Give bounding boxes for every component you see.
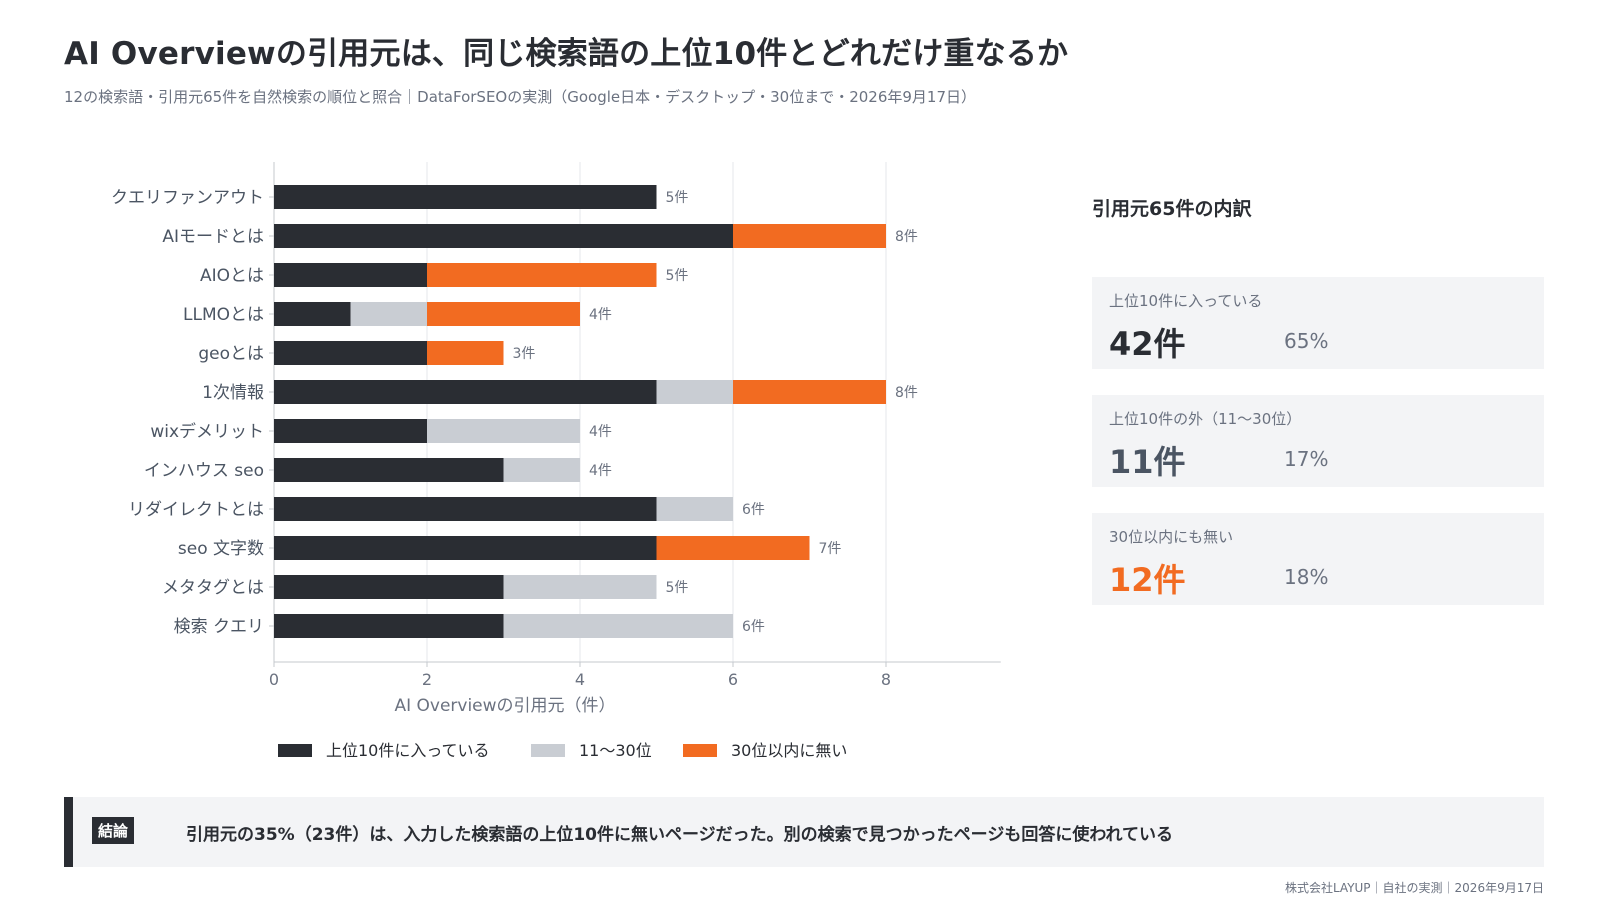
- conclusion-box: 結論 引用元の35%（23件）は、入力した検索語の上位10件に無いページだった。…: [64, 797, 1544, 867]
- bar-total-label: 4件: [589, 463, 612, 479]
- bar-segment: [656, 380, 733, 404]
- x-tick-label: 8: [881, 670, 891, 689]
- bar-segment: [274, 497, 657, 521]
- category-label: クエリファンアウト: [111, 188, 264, 208]
- category-label: seo 文字数: [178, 539, 264, 559]
- card-not-in-30: 30位以内にも無い 12件 18%: [1092, 513, 1544, 605]
- category-label: geoとは: [198, 344, 264, 364]
- bar-total-label: 3件: [513, 346, 536, 362]
- bar-total-label: 5件: [666, 190, 689, 206]
- bar-segment: [274, 419, 427, 443]
- bar-segment: [733, 224, 886, 248]
- bar-segment: [274, 224, 733, 248]
- category-label: リダイレクトとは: [128, 500, 264, 520]
- bar-total-label: 6件: [742, 619, 765, 635]
- bar-total-label: 4件: [589, 424, 612, 440]
- bar-total-label: 6件: [742, 502, 765, 518]
- category-label: インハウス seo: [144, 461, 264, 481]
- bar-segment: [733, 380, 886, 404]
- bar-total-label: 8件: [895, 385, 918, 401]
- bar-segment: [274, 341, 427, 365]
- footer-credit: 株式会社LAYUP｜自社の実測｜2026年9月17日: [1284, 881, 1544, 895]
- conclusion-badge: 結論: [92, 817, 135, 844]
- bar-segment: [427, 341, 504, 365]
- x-tick-label: 4: [575, 670, 585, 689]
- stacked-bar-chart: クエリファンアウト 5件 AIモードとは 8件 AIOとは 5件 LLMOとは 4件 geoとは…: [111, 162, 1001, 760]
- legend-label: 上位10件に入っている: [326, 741, 490, 760]
- bar-segment: [656, 497, 733, 521]
- bar-segment: [274, 263, 427, 287]
- card-rank-11-30: 上位10件の外（11〜30位） 11件 17%: [1092, 395, 1544, 487]
- bar-segment: [274, 458, 504, 482]
- bar-total-label: 4件: [589, 307, 612, 323]
- category-label: 検索 クエリ: [174, 617, 264, 637]
- x-tick-label: 0: [269, 670, 279, 689]
- card-top10-label: 上位10件に入っている: [1109, 292, 1263, 310]
- bar-total-label: 5件: [666, 580, 689, 596]
- bar-segment: [503, 575, 657, 599]
- bar-segment: [656, 536, 810, 560]
- card-rank-11-30-pct: 17%: [1284, 447, 1329, 471]
- bar-segment: [274, 302, 351, 326]
- bar-segment: [274, 185, 657, 209]
- card-top10-pct: 65%: [1284, 329, 1329, 353]
- bar-segment: [427, 263, 657, 287]
- legend-swatch: [278, 744, 312, 757]
- legend-label: 11〜30位: [579, 741, 652, 760]
- legend-swatch: [531, 744, 565, 757]
- card-not-in-30-count: 12件: [1109, 561, 1186, 599]
- bar-segment: [274, 536, 657, 560]
- bar-total-label: 8件: [895, 229, 918, 245]
- x-axis-label: AI Overviewの引用元（件）: [394, 696, 615, 716]
- bar-segment: [503, 458, 580, 482]
- category-label: メタタグとは: [162, 578, 264, 598]
- page-subtitle: 12の検索語・引用元65件を自然検索の順位と照合｜DataForSEOの実測（G…: [64, 88, 977, 106]
- card-rank-11-30-count: 11件: [1109, 443, 1186, 481]
- category-label: LLMOとは: [183, 305, 264, 325]
- x-tick-label: 6: [728, 670, 738, 689]
- card-top10-count: 42件: [1109, 325, 1186, 363]
- bar-segment: [503, 614, 733, 638]
- bar-segment: [274, 614, 504, 638]
- card-top10: 上位10件に入っている 42件 65%: [1092, 277, 1544, 369]
- card-rank-11-30-label: 上位10件の外（11〜30位）: [1109, 410, 1302, 428]
- legend-swatch: [683, 744, 717, 757]
- bar-segment: [350, 302, 427, 326]
- category-label: wixデメリット: [150, 421, 264, 442]
- x-tick-label: 2: [422, 670, 432, 689]
- category-label: AIOとは: [200, 266, 264, 286]
- conclusion-text: 引用元の35%（23件）は、入力した検索語の上位10件に無いページだった。別の検…: [186, 825, 1173, 845]
- bar-segment: [274, 380, 657, 404]
- conclusion-accent-bar: [64, 797, 73, 867]
- category-label: 1次情報: [202, 383, 264, 403]
- card-not-in-30-label: 30位以内にも無い: [1109, 528, 1234, 546]
- legend-label: 30位以内に無い: [731, 741, 847, 760]
- bar-segment: [427, 302, 580, 326]
- breakdown-title: 引用元65件の内訳: [1092, 198, 1252, 220]
- bar-total-label: 5件: [666, 268, 689, 284]
- bar-segment: [274, 575, 504, 599]
- page-title: AI Overviewの引用元は、同じ検索語の上位10件とどれだけ重なるか: [64, 36, 1069, 72]
- card-not-in-30-pct: 18%: [1284, 565, 1329, 589]
- bar-segment: [427, 419, 580, 443]
- category-label: AIモードとは: [162, 227, 264, 247]
- bar-total-label: 7件: [819, 541, 842, 557]
